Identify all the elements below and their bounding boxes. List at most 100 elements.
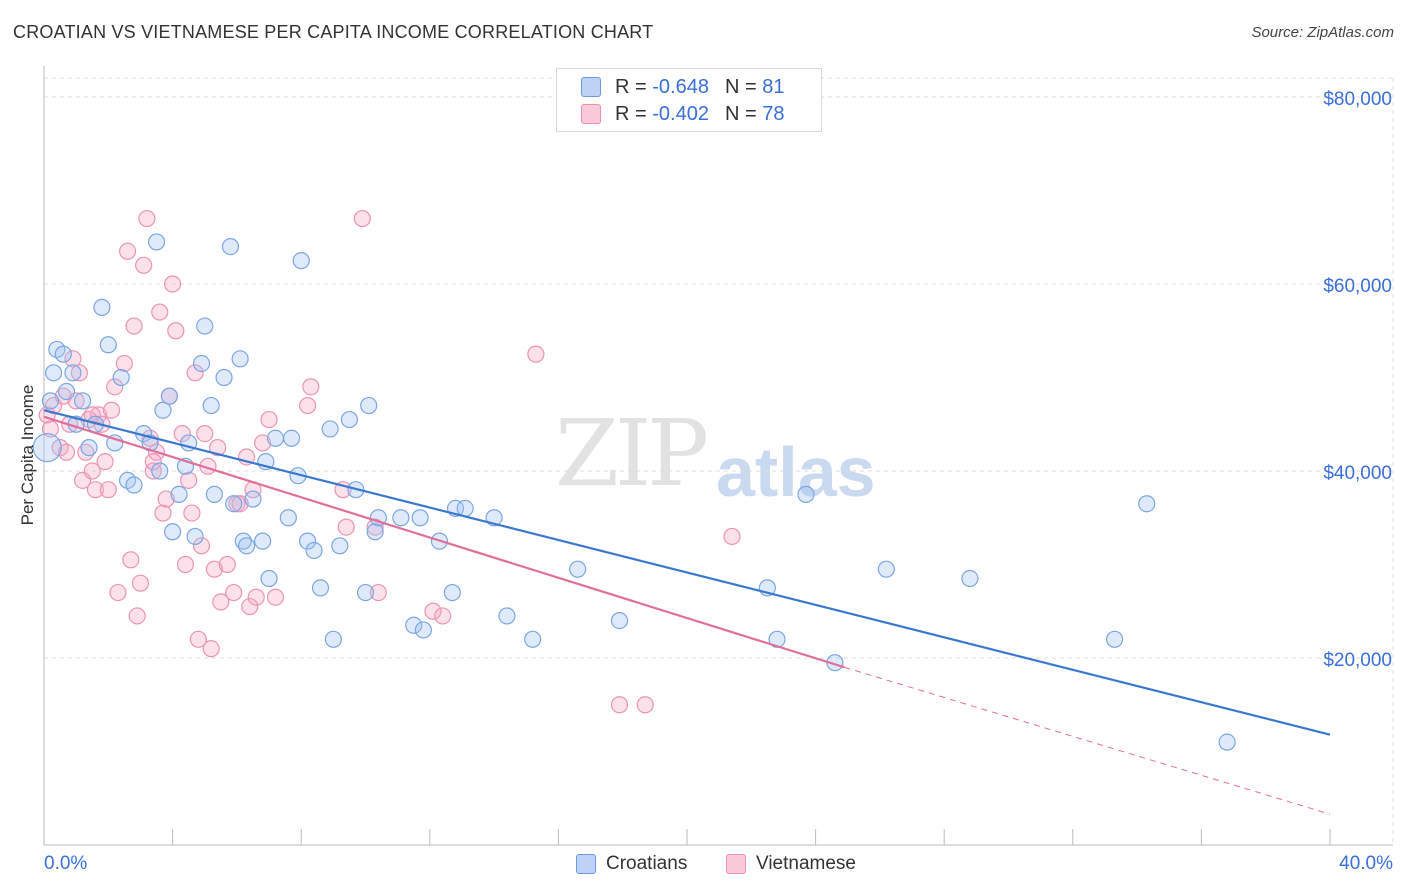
vietnamese-point: [131, 574, 150, 592]
vietnamese-point: [96, 453, 114, 471]
legend-r-label: R =: [615, 75, 647, 98]
vietnamese-point: [218, 555, 236, 574]
croatians-point: [244, 490, 262, 508]
vietnamese-point: [302, 378, 320, 396]
croatians-point: [282, 429, 301, 447]
vietnamese-point: [54, 387, 72, 405]
croatians-point: [237, 537, 256, 555]
trend-lines: [43, 409, 1331, 815]
croatians-point: [125, 476, 143, 494]
croatians-point: [196, 317, 214, 335]
croatians-point: [443, 583, 461, 602]
vietnamese-trend-line: [43, 415, 845, 669]
croatians-point: [57, 382, 76, 401]
vietnamese-point: [527, 345, 545, 363]
vietnamese-point: [241, 597, 259, 616]
croatians-point: [170, 485, 188, 503]
vietnamese-point: [122, 551, 140, 569]
croatians-point: [405, 616, 423, 634]
y-tick-label: $80,000: [1323, 89, 1392, 110]
croatians-point: [154, 401, 172, 419]
legend-row-croatians: R = -0.648 N = 81: [581, 75, 784, 99]
croatians-point: [54, 345, 72, 363]
bottom-legend-label-vietnamese: Vietnamese: [756, 853, 856, 874]
croatians-point: [331, 537, 349, 555]
croatians-point: [160, 387, 178, 405]
legend-r-label: R =: [615, 102, 647, 125]
vietnamese-point: [266, 588, 285, 606]
vietnamese-point: [144, 462, 162, 480]
y-tick-label: $60,000: [1323, 276, 1392, 297]
vietnamese-point: [70, 364, 88, 382]
croatians-point: [64, 364, 82, 382]
vietnamese-point: [176, 555, 195, 574]
vietnamese-point: [231, 495, 249, 513]
vietnamese-point: [225, 583, 243, 602]
legend-n-label: N =: [724, 102, 757, 125]
croatians-point: [877, 560, 895, 578]
vietnamese-point: [260, 410, 278, 429]
vietnamese-point: [128, 607, 146, 625]
vietnamese-trend-extension: [844, 666, 1331, 815]
vietnamese-point: [118, 242, 137, 260]
vietnamese-point: [424, 602, 442, 620]
croatians-point: [279, 509, 297, 527]
croatians-point: [205, 485, 223, 503]
vietnamese-point: [125, 317, 143, 335]
y-tick-label: $20,000: [1323, 650, 1392, 671]
vietnamese-point: [299, 396, 317, 415]
vietnamese-point: [366, 518, 384, 536]
vietnamese-point: [183, 504, 201, 522]
vietnamese-point: [180, 471, 198, 489]
croatians-point: [797, 485, 815, 503]
x-tick-label: 0.0%: [44, 853, 87, 874]
vietnamese-point: [369, 583, 387, 602]
vietnamese-point: [99, 481, 117, 499]
vietnamese-point: [202, 640, 220, 658]
croatians-point: [32, 433, 62, 463]
croatians-point: [221, 238, 240, 256]
watermark-atlas: atlas: [716, 433, 876, 511]
vietnamese-point: [115, 354, 133, 373]
croatians-point: [260, 569, 278, 588]
croatians-point: [356, 583, 375, 602]
vietnamese-point: [192, 537, 211, 555]
legend-swatch-vietnamese: [581, 104, 601, 124]
vietnamese-point: [86, 481, 105, 499]
vietnamese-point: [196, 425, 214, 443]
legend-row-vietnamese: R = -0.402 N = 78: [581, 102, 784, 126]
vietnamese-point: [247, 588, 265, 606]
croatians-points: [32, 233, 1236, 751]
croatians-point: [225, 495, 243, 513]
croatians-point: [192, 354, 211, 373]
axis-labels: $20,000 $40,000 $60,000 $80,000 0.0% 40.0%: [44, 89, 1393, 874]
vietnamese-point: [212, 593, 230, 611]
vietnamese-point: [144, 453, 162, 471]
x-tick-label: 40.0%: [1339, 853, 1393, 874]
croatians-point: [151, 462, 169, 480]
vietnamese-point: [157, 490, 175, 508]
croatians-point: [1218, 733, 1236, 751]
croatians-point: [569, 560, 587, 578]
croatians-point: [99, 336, 117, 354]
legend-r-value: -0.402: [652, 102, 709, 125]
croatians-point: [80, 439, 98, 457]
vietnamese-point: [135, 256, 153, 274]
vietnamese-point: [164, 275, 182, 293]
vietnamese-point: [151, 303, 169, 321]
vietnamese-point: [109, 583, 127, 602]
croatians-point: [254, 532, 272, 550]
croatians-point: [266, 429, 285, 447]
legend: R = -0.648 N = 81 R = -0.402 N = 78: [556, 68, 822, 132]
croatians-point: [340, 410, 359, 429]
croatians-point: [321, 420, 339, 438]
croatians-point: [961, 569, 979, 588]
vietnamese-point: [337, 518, 355, 536]
croatians-point: [45, 364, 63, 382]
vietnamese-point: [106, 378, 124, 396]
legend-n-label: N =: [724, 75, 757, 98]
croatians-point: [299, 532, 317, 550]
croatians-point: [292, 252, 310, 270]
croatians-point: [231, 350, 249, 368]
